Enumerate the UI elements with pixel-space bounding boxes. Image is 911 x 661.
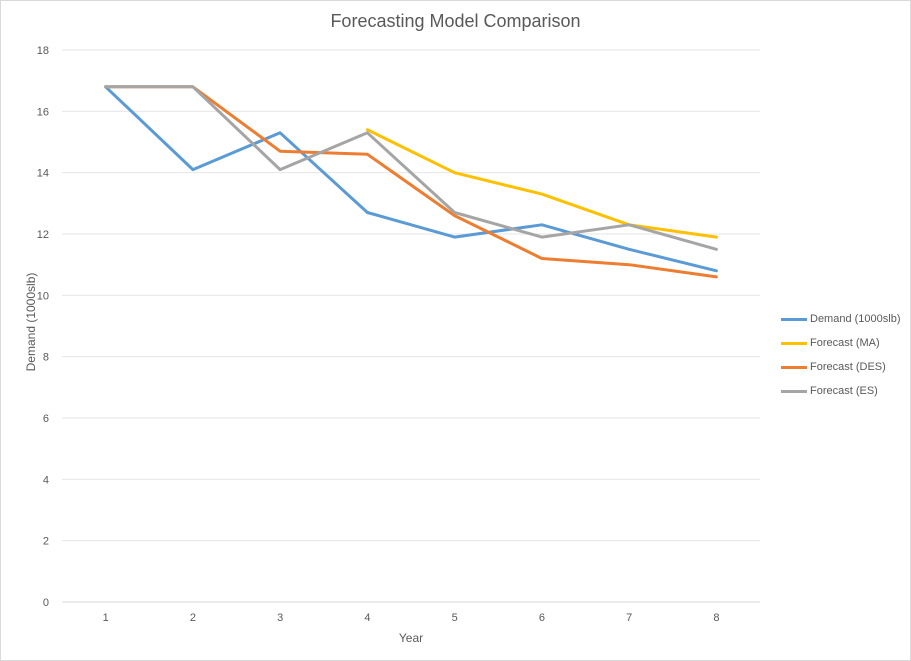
x-axis-label: Year xyxy=(398,631,424,645)
series-line-0 xyxy=(104,85,718,273)
y-tick-label: 0 xyxy=(43,597,49,609)
y-tick-label: 16 xyxy=(37,106,49,118)
gridlines xyxy=(62,49,760,603)
x-tick-label: 2 xyxy=(190,612,196,624)
chart-title: Forecasting Model Comparison xyxy=(330,11,581,31)
legend-swatch xyxy=(781,317,807,321)
x-tick-label: 7 xyxy=(626,612,632,624)
x-tick-label: 3 xyxy=(277,612,283,624)
series-line-1 xyxy=(365,128,718,239)
y-tick-label: 6 xyxy=(43,413,49,425)
y-tick-label: 4 xyxy=(43,474,49,486)
y-tick-label: 18 xyxy=(37,45,49,57)
x-tick-label: 4 xyxy=(364,612,370,624)
legend-label: Forecast (ES) xyxy=(810,385,878,397)
legend-label: Forecast (DES) xyxy=(810,361,886,373)
x-tick-label: 8 xyxy=(713,612,719,624)
legend-swatch xyxy=(781,365,807,369)
y-tick-label: 8 xyxy=(43,352,49,364)
y-axis-label: Demand (1000slb) xyxy=(24,272,38,372)
series-line-2 xyxy=(104,85,718,279)
legend-label: Demand (1000slb) xyxy=(810,313,901,325)
x-axis-ticks: 1 2 3 4 5 6 7 8 xyxy=(103,612,720,624)
legend-swatch xyxy=(781,389,807,393)
x-tick-label: 6 xyxy=(539,612,545,624)
y-tick-label: 12 xyxy=(37,229,49,241)
x-tick-label: 5 xyxy=(452,612,458,624)
series-line-3 xyxy=(104,85,718,251)
series-lines xyxy=(104,85,718,279)
legend-item: Forecast (ES) xyxy=(781,379,909,403)
legend-swatch xyxy=(781,341,807,345)
y-tick-label: 14 xyxy=(37,168,49,180)
legend: Demand (1000slb) Forecast (MA) Forecast (D… xyxy=(781,307,909,403)
legend-item: Forecast (DES) xyxy=(781,355,909,379)
legend-label: Forecast (MA) xyxy=(810,337,880,349)
x-tick-label: 1 xyxy=(103,612,109,624)
y-tick-label: 2 xyxy=(43,536,49,548)
legend-item: Forecast (MA) xyxy=(781,331,909,355)
legend-item: Demand (1000slb) xyxy=(781,307,909,331)
y-axis-ticks: 0 2 4 6 8 10 12 14 16 18 xyxy=(37,45,49,609)
y-tick-label: 10 xyxy=(37,290,49,302)
